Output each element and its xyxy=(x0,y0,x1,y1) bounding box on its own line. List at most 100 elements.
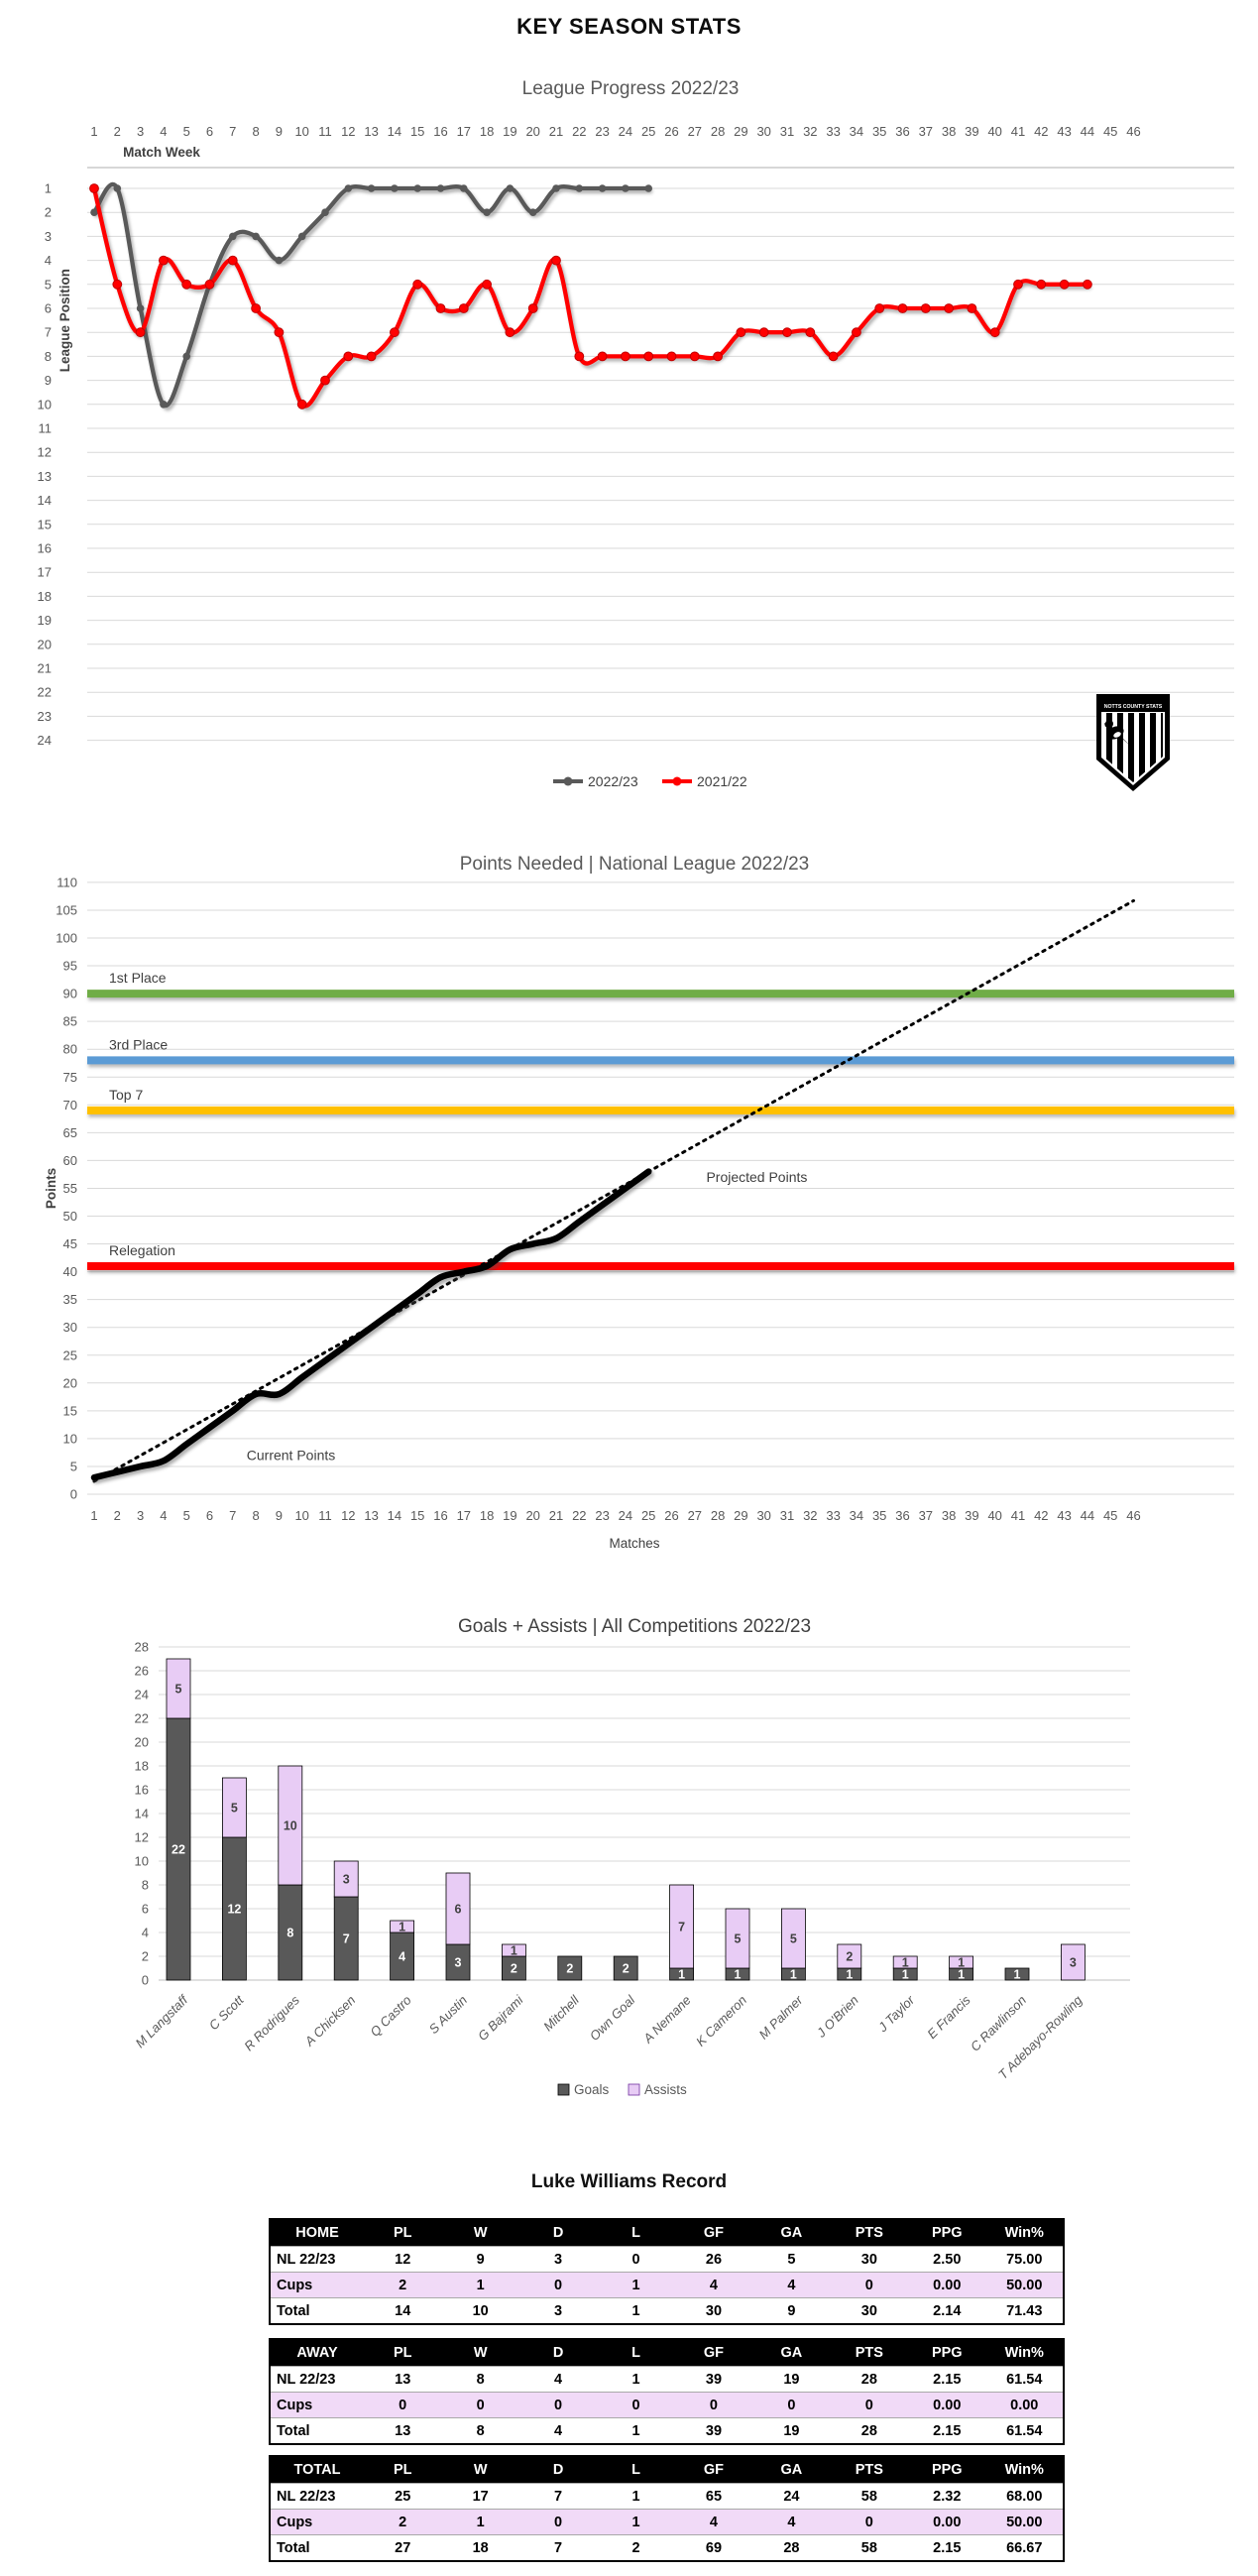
chart1-x-tick: 20 xyxy=(525,124,539,139)
goals-bar-Own Goal xyxy=(613,1955,638,1981)
goals-bar-Q Castro xyxy=(390,1932,415,1981)
chart2-y-tick: 100 xyxy=(56,931,77,946)
table-cell: 7 xyxy=(518,2534,598,2561)
chart2-y-tick: 30 xyxy=(63,1320,77,1335)
assists-bar-K Cameron xyxy=(725,1908,750,1969)
threshold-label: Relegation xyxy=(109,1242,175,1258)
chart3-category-label: E Francis xyxy=(924,1992,973,2042)
record-table-home: HOME PL W D L GF GA PTS PPG Win% NL 22/23 12 9 3 0 26 5 3… xyxy=(269,2218,1065,2325)
column-header: L xyxy=(597,2219,675,2247)
chart1-y-tick: 19 xyxy=(38,613,52,628)
annotation-label: Projected Points xyxy=(706,1169,807,1185)
chart2-x-tick: 41 xyxy=(1011,1508,1025,1523)
table-cell: 0 xyxy=(752,2392,831,2418)
chart1-x-tick: 44 xyxy=(1081,124,1094,139)
chart2-y-tick: 110 xyxy=(57,875,77,889)
assists-bar-M Langstaff xyxy=(166,1658,191,1719)
assists-bar-J O'Brien xyxy=(837,1943,862,1969)
chart3-category-label: K Cameron xyxy=(693,1993,749,2049)
assists-bar-A Nemane xyxy=(669,1884,694,1969)
table-cell: 0.00 xyxy=(908,2272,986,2298)
series-marker-2021/22 xyxy=(758,327,769,338)
series-marker-2021/22 xyxy=(274,327,285,338)
chart1-x-tick: 4 xyxy=(160,124,167,139)
chart1-x-tick: 45 xyxy=(1103,124,1117,139)
chart3-y-tick: 4 xyxy=(142,1926,149,1940)
table-cell: 3 xyxy=(518,2297,598,2324)
chart1-y-axis-title: League Position xyxy=(57,269,72,372)
chart3-y-tick: 24 xyxy=(135,1688,149,1702)
chart1-x-tick: 35 xyxy=(872,124,886,139)
row-label: Cups xyxy=(270,2392,364,2418)
column-header: Win% xyxy=(985,2456,1064,2484)
chart2-x-tick: 7 xyxy=(229,1508,236,1523)
chart1-x-tick: 38 xyxy=(942,124,956,139)
legend-marker-2021/22 xyxy=(672,776,682,786)
chart1-x-tick: 42 xyxy=(1034,124,1048,139)
chart2-x-tick: 10 xyxy=(294,1508,308,1523)
goals-value: 7 xyxy=(343,1932,350,1946)
series-marker-2021/22 xyxy=(897,303,908,313)
chart3-category-label: C Scott xyxy=(206,1992,248,2034)
series-marker-2021/22 xyxy=(251,303,262,313)
goals-assists-chart: Goals + Assists | All Competitions 2022/… xyxy=(132,1616,1130,2097)
chart2-x-tick: 12 xyxy=(341,1508,355,1523)
table-cell: 25 xyxy=(364,2483,442,2510)
chart2-x-tick: 24 xyxy=(619,1508,632,1523)
chart2-x-tick: 14 xyxy=(388,1508,401,1523)
chart2-x-tick: 33 xyxy=(826,1508,840,1523)
legend-marker-2022/23 xyxy=(563,776,573,786)
chart2-x-tick: 8 xyxy=(252,1508,259,1523)
record-table-total: TOTAL PL W D L GF GA PTS PPG Win% NL 22/23 25 17 7 1 65… xyxy=(269,2455,1065,2562)
table-cell: 0.00 xyxy=(985,2392,1064,2418)
table-cell: 13 xyxy=(364,2417,442,2444)
assists-bar-C Scott xyxy=(221,1777,247,1838)
column-header: PPG xyxy=(908,2339,986,2367)
chart2-x-tick: 35 xyxy=(872,1508,886,1523)
column-header: GA xyxy=(752,2456,831,2484)
table-cell: 2.14 xyxy=(908,2297,986,2324)
table-cell: 8 xyxy=(441,2417,519,2444)
assists-bar-M Palmer xyxy=(781,1908,806,1969)
column-header: PTS xyxy=(830,2219,909,2247)
row-label: Cups xyxy=(270,2272,364,2298)
column-header: GF xyxy=(674,2456,753,2484)
chart1-x-tick: 27 xyxy=(688,124,702,139)
table-row: Total 14 10 3 1 30 9 30 2.14 71.43 xyxy=(270,2297,1064,2324)
series-marker-2021/22 xyxy=(89,183,99,193)
column-header: PPG xyxy=(908,2456,986,2484)
assists-bar-G Bajrami xyxy=(501,1943,526,1957)
chart1-x-tick: 36 xyxy=(895,124,909,139)
table-cell: 1 xyxy=(597,2509,675,2535)
series-marker-2021/22 xyxy=(782,327,792,338)
table-cell: 1 xyxy=(597,2272,675,2298)
goals-bar-C Rawlinson xyxy=(1004,1967,1030,1981)
goals-value: 1 xyxy=(735,1968,742,1982)
chart1-y-tick: 4 xyxy=(45,253,52,268)
chart3-category-label: A Nemane xyxy=(639,1993,693,2047)
table-cell: 0 xyxy=(597,2246,675,2273)
chart1-y-tick: 21 xyxy=(38,661,52,676)
assists-value: 6 xyxy=(455,1903,462,1917)
projected-points-line xyxy=(92,898,1135,1483)
column-header: GA xyxy=(752,2219,831,2247)
series-marker-2021/22 xyxy=(989,327,1000,338)
chart1-y-tick: 17 xyxy=(38,565,52,580)
chart1-x-tick: 33 xyxy=(826,124,840,139)
chart2-x-tick: 45 xyxy=(1103,1508,1117,1523)
series-marker-2021/22 xyxy=(366,351,377,362)
table-cell: 69 xyxy=(674,2534,753,2561)
chart2-y-tick: 25 xyxy=(63,1347,77,1362)
assists-value: 3 xyxy=(1070,1956,1077,1970)
chart3-y-tick: 16 xyxy=(135,1783,149,1798)
goals-value: 1 xyxy=(1014,1968,1021,1982)
series-marker-2021/22 xyxy=(1083,279,1092,290)
table-cell: 2.50 xyxy=(908,2246,986,2273)
chart1-y-tick: 15 xyxy=(38,517,52,531)
assists-value: 1 xyxy=(399,1921,405,1934)
table-cell: 0 xyxy=(830,2509,909,2535)
column-header: GF xyxy=(674,2219,753,2247)
goals-value: 3 xyxy=(455,1956,462,1970)
table-cell: 66.67 xyxy=(985,2534,1064,2561)
chart2-x-tick: 13 xyxy=(364,1508,378,1523)
